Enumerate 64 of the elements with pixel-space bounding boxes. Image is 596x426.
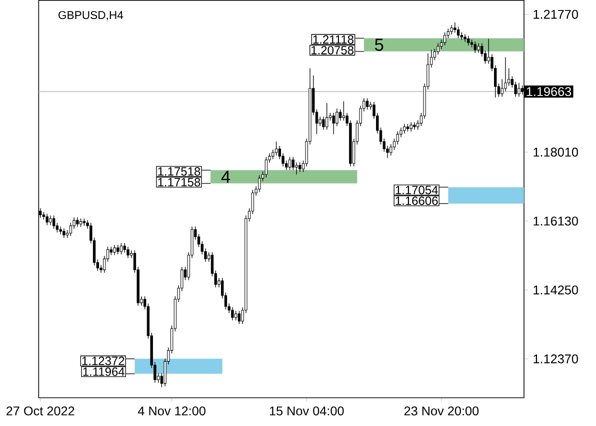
candlestick — [518, 82, 520, 98]
y-tick-label: 1.16130 — [534, 216, 578, 226]
candlestick — [474, 41, 476, 54]
candlestick — [288, 156, 292, 171]
candlestick — [410, 122, 412, 132]
x-tick-label: 27 Oct 2022 — [6, 406, 74, 416]
annotation: 1.17054 — [396, 186, 438, 194]
candlestick — [338, 109, 342, 122]
candlestick — [264, 156, 268, 178]
candlestick — [413, 122, 416, 130]
y-tick-label: 1.21770 — [534, 10, 578, 19]
candlestick — [231, 306, 234, 321]
candlestick — [76, 217, 79, 228]
candlestick — [366, 98, 369, 110]
annotation: 1.20758 — [312, 46, 354, 55]
candlestick — [234, 310, 238, 321]
candlestick — [342, 100, 346, 122]
annotation: 1.17518 — [158, 167, 200, 176]
text: GBPUSD,H4 — [58, 11, 124, 21]
candlestick — [322, 116, 325, 130]
candlestick — [403, 124, 406, 134]
band-label: 4 — [221, 170, 230, 183]
candlestick — [46, 214, 48, 226]
candlestick — [464, 34, 466, 42]
y-tick-label: 1.14250 — [534, 286, 578, 295]
x-tick-label: 15 Nov 04:00 — [270, 406, 344, 416]
candlestick — [238, 310, 241, 325]
candlestick — [467, 36, 470, 46]
y-tick-label: 1.18010 — [534, 148, 578, 157]
candlestick — [52, 215, 56, 230]
candlestick — [116, 244, 120, 255]
candlestick — [318, 116, 322, 127]
x-tick-label: 4 Nov 12:00 — [138, 406, 206, 416]
candlestick — [62, 228, 66, 238]
annotation: 1.21118 — [313, 35, 354, 44]
annotation: 1.11964 — [83, 368, 124, 376]
candlestick — [120, 242, 123, 255]
candlestick — [292, 156, 294, 171]
candlestick — [298, 162, 302, 172]
candlestick — [274, 141, 278, 156]
band-label: 5 — [374, 38, 384, 51]
x-tick-label: 23 Nov 20:00 — [404, 406, 479, 416]
candlestick — [443, 32, 446, 46]
ref-line-label: 1.19663 — [526, 87, 572, 96]
y-tick-label: 1.12370 — [534, 354, 578, 364]
candlestick — [325, 102, 328, 130]
candlestick — [446, 28, 450, 39]
candlestick — [456, 26, 460, 39]
candlestick — [113, 244, 116, 256]
annotation: 1.12372 — [82, 356, 124, 366]
candlestick — [450, 24, 453, 35]
candlestick — [59, 226, 62, 235]
annotation: 1.16606 — [396, 196, 438, 206]
candlestick — [126, 246, 130, 259]
candlestick — [251, 190, 254, 215]
candlestick — [258, 175, 261, 193]
candlestick — [332, 112, 335, 135]
candlestick — [392, 138, 396, 150]
candlestick — [477, 43, 480, 54]
candlestick — [295, 162, 298, 175]
candlestick — [487, 38, 490, 64]
annotation: 1.17158 — [158, 178, 200, 187]
candlestick — [49, 215, 52, 226]
candlestick — [484, 50, 487, 64]
